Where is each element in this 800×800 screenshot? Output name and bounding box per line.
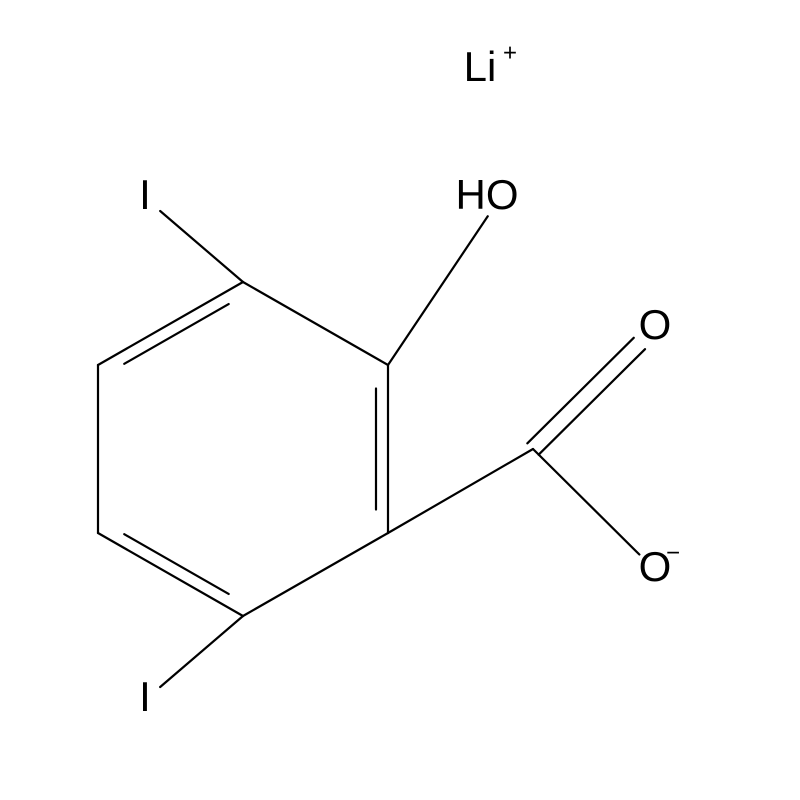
svg-text:I: I <box>139 171 151 218</box>
o_hyd-atom: HO <box>455 171 518 218</box>
o_neg-atom: O− <box>639 539 680 590</box>
svg-text:O: O <box>639 301 672 348</box>
o_dbl-atom: O <box>639 301 672 348</box>
i_top-atom: I <box>139 171 151 218</box>
svg-text:HO: HO <box>455 171 518 218</box>
svg-text:I: I <box>139 673 151 720</box>
chemical-structure: Li+ I I HO O O− <box>0 0 800 800</box>
i_bot-atom: I <box>139 673 151 720</box>
svg-text:+: + <box>503 39 517 66</box>
svg-text:Li: Li <box>464 43 497 90</box>
svg-text:−: − <box>666 539 680 566</box>
li-atom: Li+ <box>464 39 517 90</box>
